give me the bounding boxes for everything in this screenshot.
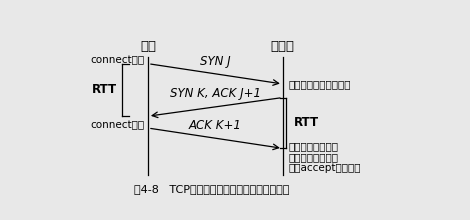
Text: SYN J: SYN J (200, 55, 231, 68)
Text: connect调用: connect调用 (90, 55, 144, 65)
Text: 服务器: 服务器 (271, 40, 295, 53)
Text: RTT: RTT (294, 116, 319, 129)
Text: 图4-8   TCP三路握手和监听套接字的两个队列: 图4-8 TCP三路握手和监听套接字的两个队列 (134, 184, 290, 194)
Text: 列，accept能够返回: 列，accept能够返回 (288, 163, 361, 173)
Text: connect返回: connect返回 (90, 121, 144, 130)
Text: ACK K+1: ACK K+1 (189, 119, 242, 132)
Text: RTT: RTT (92, 83, 117, 96)
Text: SYN K, ACK J+1: SYN K, ACK J+1 (170, 87, 261, 100)
Text: 该条目从未完成队: 该条目从未完成队 (288, 141, 338, 151)
Text: 列转移至已完成队: 列转移至已完成队 (288, 152, 338, 162)
Text: 客户: 客户 (140, 40, 156, 53)
Text: 在未完成队列建立条目: 在未完成队列建立条目 (288, 79, 351, 89)
